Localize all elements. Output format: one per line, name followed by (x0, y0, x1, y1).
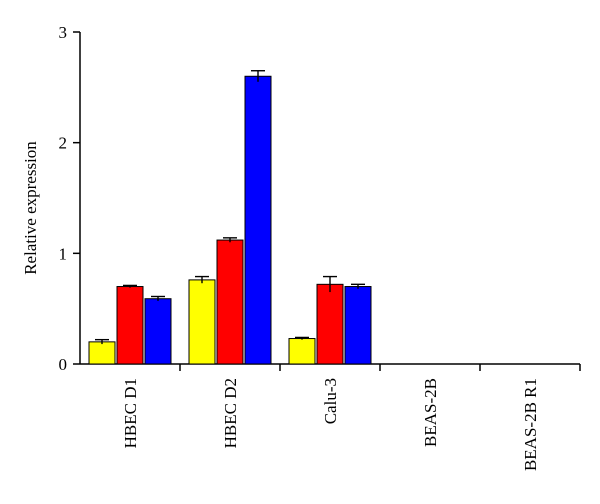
x-tick-label: HBEC D1 (121, 378, 140, 448)
x-tick-label: HBEC D2 (221, 378, 240, 448)
x-tick-label: BEAS-2B (421, 378, 440, 447)
bar (188, 279, 216, 365)
chart-error-bars (95, 70, 365, 345)
y-tick-label: 2 (59, 134, 68, 153)
x-tick-label: BEAS-2B R1 (521, 378, 540, 471)
bar (216, 239, 244, 365)
bar (344, 286, 372, 365)
y-tick-label: 0 (59, 355, 68, 374)
bar (244, 75, 272, 365)
bar (288, 338, 316, 365)
chart-labels: 0 1 2 3 HBEC D1 HBEC D2 Calu-3 BEAS-2B BEAS-2B R… (59, 23, 541, 471)
y-tick-label: 3 (59, 23, 68, 42)
y-axis-label: Relative expression (21, 141, 40, 275)
y-tick-label: 1 (59, 244, 68, 263)
bar (316, 283, 344, 365)
x-tick-label: Calu-3 (321, 378, 340, 424)
bar (116, 286, 144, 365)
bar (144, 298, 172, 365)
chart-bars (88, 75, 372, 365)
bar (88, 341, 116, 365)
